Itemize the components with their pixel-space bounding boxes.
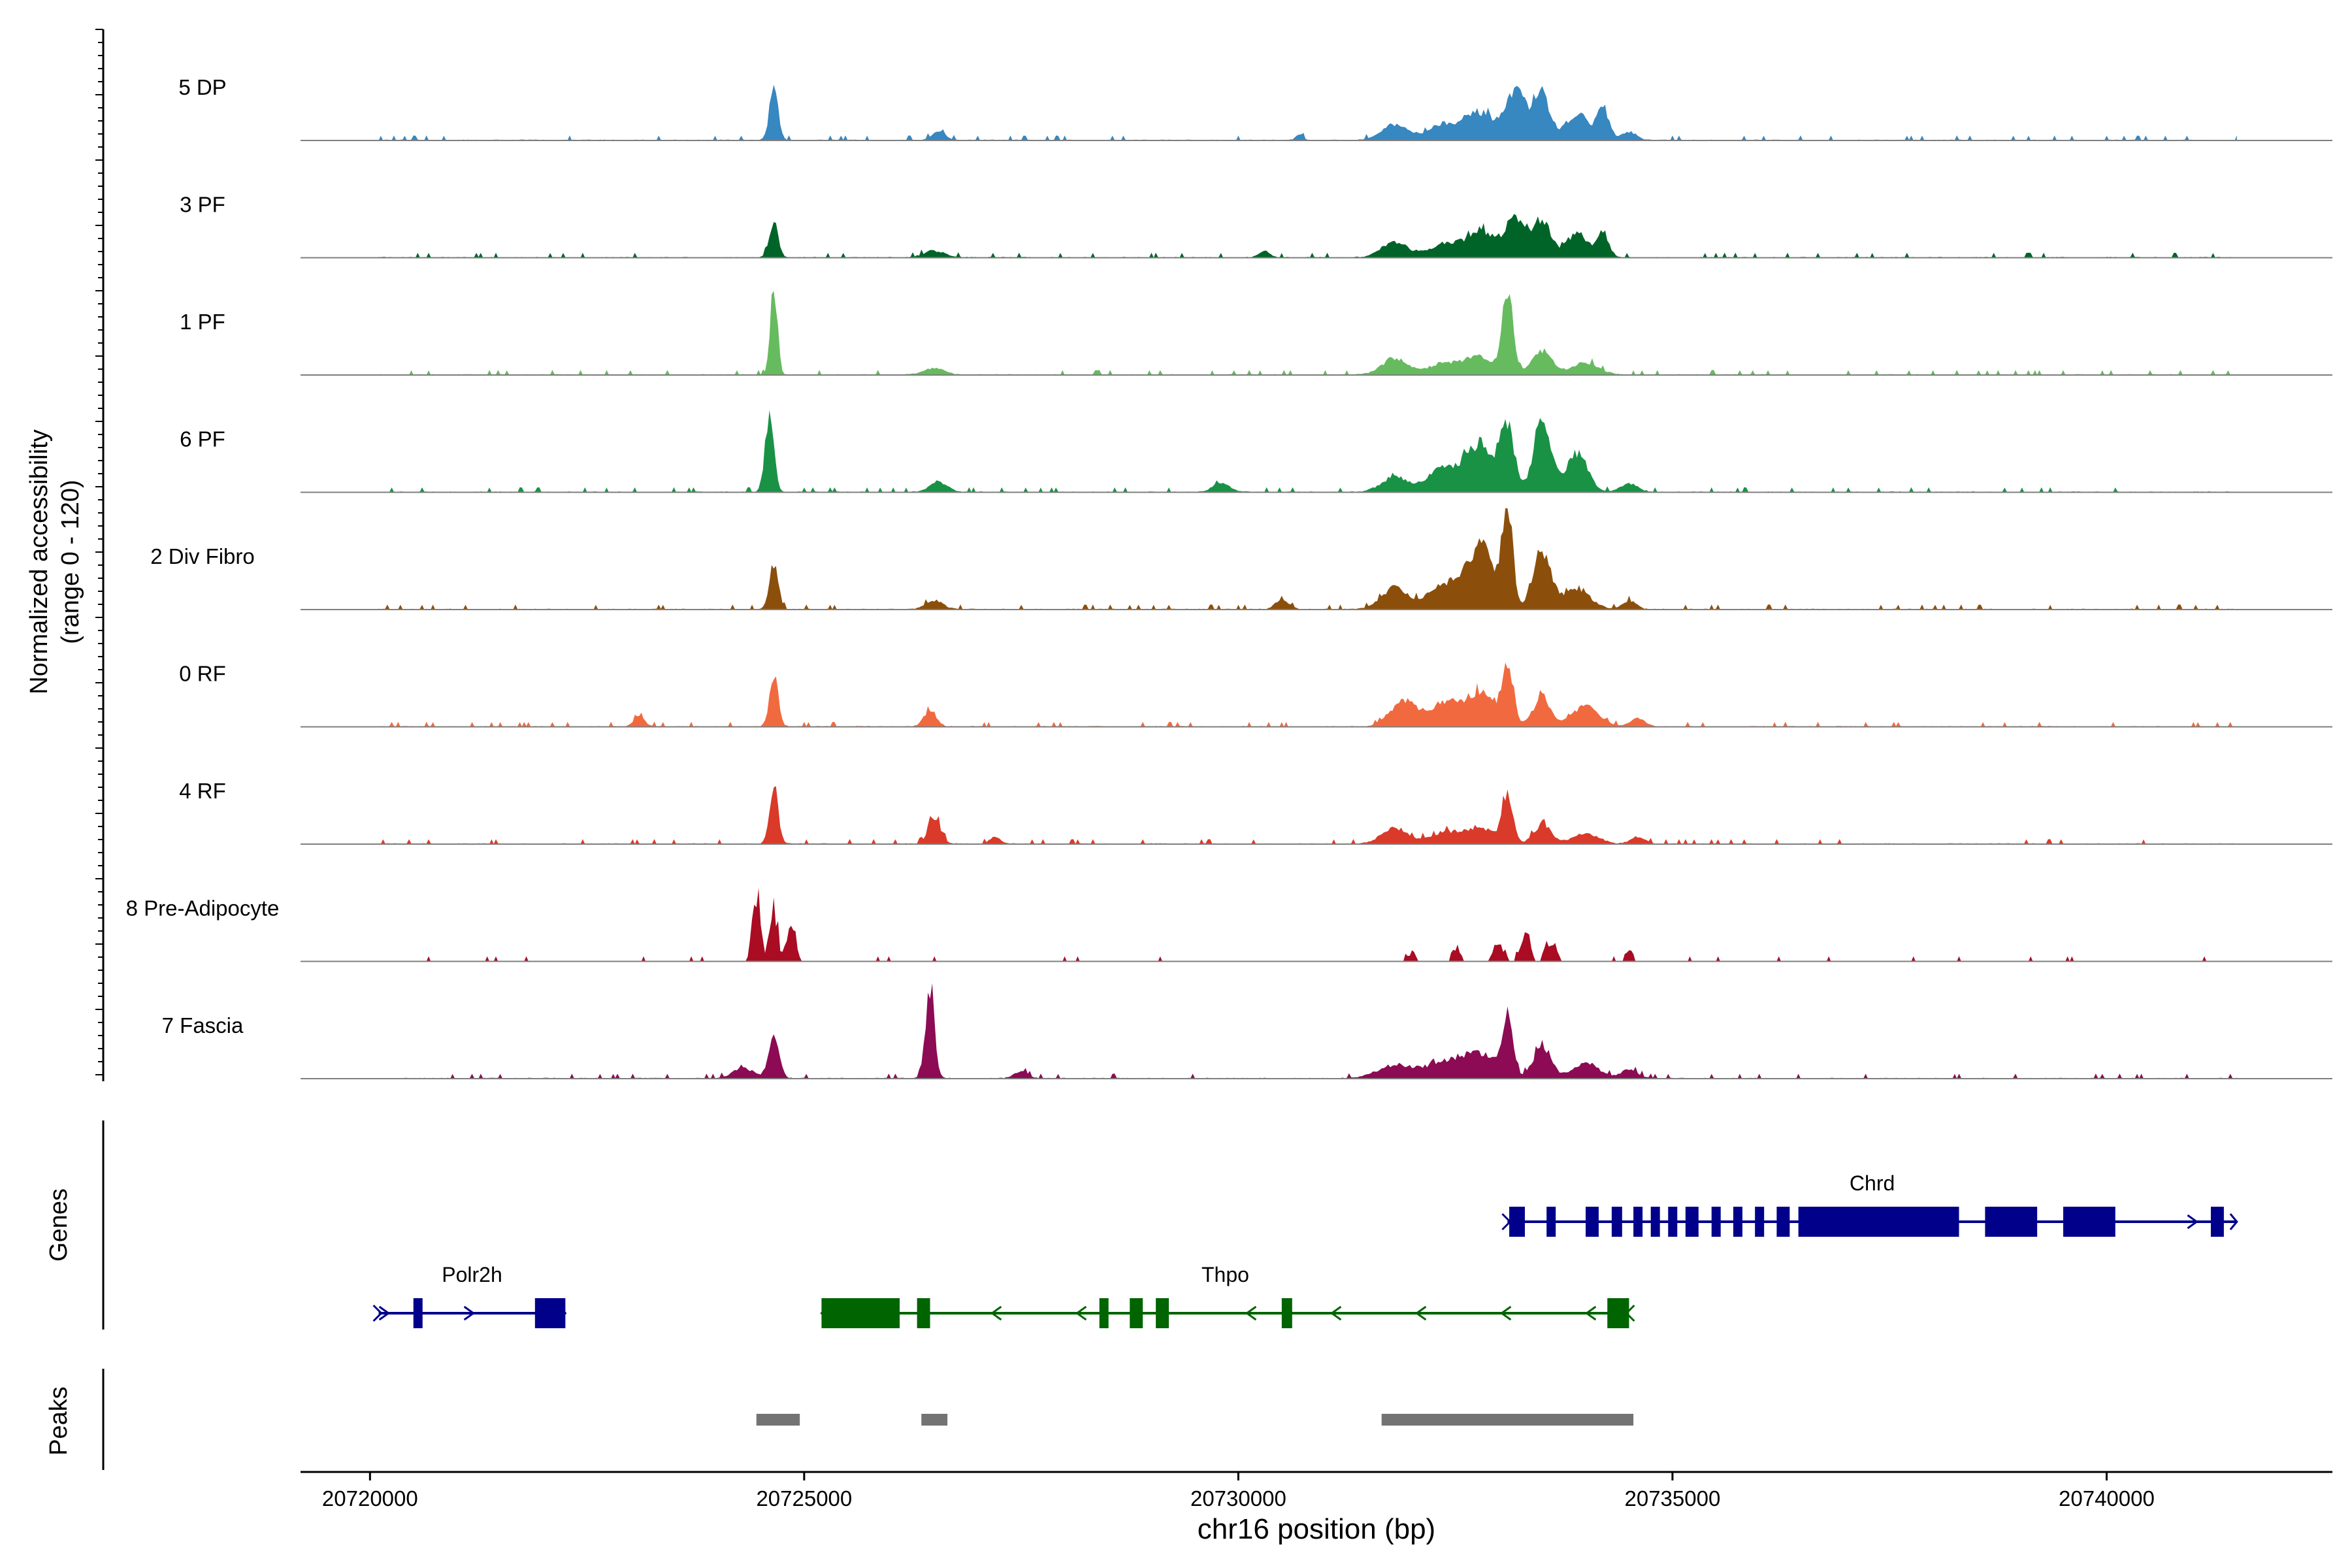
strand-arrow (2229, 1213, 2238, 1230)
track-y-axis (95, 29, 105, 1081)
gene-exon (1633, 1207, 1643, 1237)
gene-exon (2063, 1207, 2115, 1237)
gene-annotation-track: Chrd Polr2h Thpo (372, 1171, 2238, 1328)
track-label: 5 DP (178, 75, 226, 99)
y-axis-title-line2: (range 0 - 120) (57, 480, 84, 644)
gene-exon (1607, 1298, 1629, 1328)
y-axis-title: Normalized accessibility (range 0 - 120) (25, 429, 84, 694)
strand-arrow (1414, 1305, 1427, 1321)
track-label: 4 RF (179, 779, 226, 803)
coverage-area (378, 214, 2237, 258)
track-5-dp: 5 DP (178, 75, 2332, 141)
track-label: 2 Div Fibro (150, 544, 255, 568)
track-label: 8 Pre-Adipocyte (126, 896, 280, 921)
coverage-area (378, 888, 2237, 962)
gene-name: Polr2h (442, 1263, 502, 1286)
track-7-fascia: 7 Fascia (162, 983, 2332, 1079)
coverage-area (378, 84, 2237, 140)
gene-exon (917, 1298, 930, 1328)
x-tick-label: 20735000 (1625, 1486, 1721, 1511)
track-0-rf: 0 RF (179, 662, 2332, 728)
coverage-area (378, 983, 2237, 1079)
x-axis-ticks: 20720000 20725000 20730000 20735000 20740000 (322, 1472, 2155, 1511)
strand-arrow (463, 1305, 476, 1321)
strand-arrow (1499, 1305, 1512, 1321)
gene-exon (1156, 1298, 1169, 1328)
coverage-area (378, 786, 2237, 844)
track-4-rf: 4 RF (179, 779, 2332, 845)
gene-thpo: Thpo (820, 1263, 1635, 1328)
gene-exon (2210, 1207, 2224, 1237)
peaks-panel-label: Peaks (45, 1386, 73, 1456)
strand-arrow (2187, 1214, 2198, 1230)
strand-arrow (378, 1305, 391, 1321)
x-tick-label: 20730000 (1190, 1486, 1286, 1511)
gene-exon (1685, 1207, 1699, 1237)
gene-exon (821, 1298, 900, 1328)
gene-polr2h: Polr2h (372, 1263, 567, 1328)
coverage-area (378, 291, 2237, 375)
gene-name: Thpo (1201, 1263, 1249, 1286)
track-3-pf: 3 PF (180, 193, 2332, 259)
gene-chrd: Chrd (1501, 1171, 2238, 1237)
gene-exon (1586, 1207, 1599, 1237)
gene-exon (413, 1298, 423, 1328)
gene-exon (1711, 1207, 1721, 1237)
track-label: 1 PF (180, 310, 225, 334)
track-label: 0 RF (179, 662, 226, 686)
gene-exon (1985, 1207, 2038, 1237)
strand-arrow (1330, 1305, 1342, 1321)
genes-panel-label: Genes (45, 1188, 73, 1262)
track-label: 6 PF (180, 427, 225, 451)
y-axis-title-line1: Normalized accessibility (25, 429, 53, 694)
strand-arrow (990, 1305, 1002, 1321)
coverage-tracks: 5 DP 3 PF 1 PF 6 PF 2 Div Fibro 0 RF 4 RF 8 Pre… (126, 75, 2332, 1079)
gene-exon (1281, 1298, 1292, 1328)
peak-region-track (756, 1414, 1634, 1426)
gene-exon (1733, 1207, 1742, 1237)
track-6-pf: 6 PF (180, 410, 2332, 493)
track-1-pf: 1 PF (180, 291, 2332, 376)
track-label: 3 PF (180, 193, 225, 217)
gene-exon (1798, 1207, 1959, 1237)
coverage-area (378, 410, 2237, 493)
strand-arrow (372, 1304, 383, 1322)
strand-arrow (1584, 1305, 1597, 1321)
x-tick-label: 20720000 (322, 1486, 418, 1511)
gene-exon (1755, 1207, 1765, 1237)
gene-exon (1668, 1207, 1678, 1237)
gene-name: Chrd (1850, 1171, 1895, 1195)
track-8-pre-adipocyte: 8 Pre-Adipocyte (126, 888, 2332, 962)
gene-exon (1099, 1298, 1109, 1328)
coverage-area (378, 508, 2237, 610)
peak-region (756, 1414, 800, 1426)
strand-arrow (1245, 1305, 1257, 1321)
gene-exon (1546, 1207, 1556, 1237)
x-tick-label: 20740000 (2059, 1486, 2155, 1511)
peak-region (1381, 1414, 1634, 1426)
gene-exon (534, 1298, 566, 1328)
gene-exon (1509, 1207, 1525, 1237)
strand-arrow (1501, 1213, 1512, 1231)
gene-exon (1611, 1207, 1622, 1237)
gene-exon (1130, 1298, 1143, 1328)
gene-exon (1776, 1207, 1790, 1237)
peak-region (921, 1414, 948, 1426)
gene-exon (1650, 1207, 1660, 1237)
track-label: 7 Fascia (162, 1013, 244, 1037)
x-axis-title: chr16 position (bp) (1198, 1513, 1435, 1545)
x-tick-label: 20725000 (756, 1486, 852, 1511)
strand-arrow (1075, 1305, 1087, 1321)
track-2-div-fibro: 2 Div Fibro (150, 508, 2332, 610)
coverage-area (378, 662, 2237, 727)
